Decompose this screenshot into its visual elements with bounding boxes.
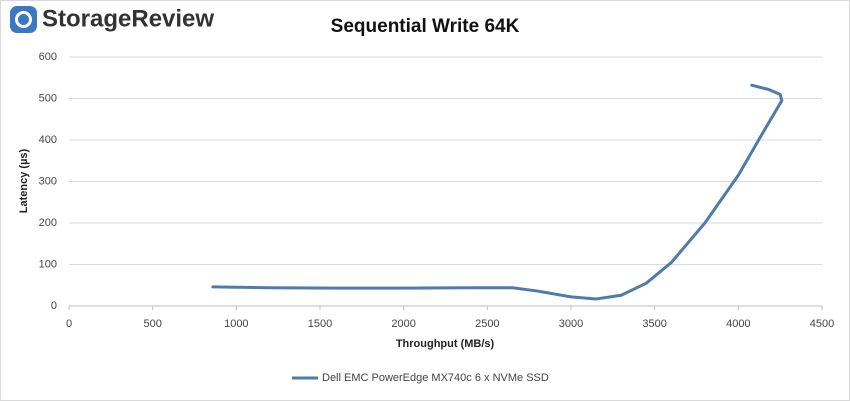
y-tick-label: 100: [39, 258, 57, 270]
y-tick-label: 600: [39, 51, 57, 63]
chart-title: Sequential Write 64K: [331, 16, 520, 37]
x-axis-title: Throughput (MB/s): [396, 338, 495, 350]
y-tick-label: 500: [39, 92, 57, 104]
series-line: [211, 83, 784, 301]
legend-label: Dell EMC PowerEdge MX740c 6 x NVMe SSD: [322, 372, 549, 384]
x-tick-label: 3500: [642, 318, 666, 330]
x-tick-label: 4500: [810, 318, 834, 330]
x-tick-label: 1500: [308, 318, 332, 330]
x-tick-label: 2000: [391, 318, 415, 330]
y-tick-label: 300: [39, 175, 57, 187]
x-tick-label: 0: [66, 318, 72, 330]
logo-icon: [10, 6, 37, 33]
y-tick-label: 0: [51, 300, 57, 312]
y-tick-label: 400: [39, 134, 57, 146]
x-tick-label: 3000: [559, 318, 583, 330]
x-tick-label: 2500: [475, 318, 499, 330]
logo-text: StorageReview: [42, 5, 214, 32]
y-tick-label: 200: [39, 217, 57, 229]
y-axis-title: Latency (µs): [18, 148, 30, 213]
x-tick-label: 4000: [726, 318, 750, 330]
x-tick-label: 1000: [224, 318, 248, 330]
x-tick-label: 500: [143, 318, 161, 330]
